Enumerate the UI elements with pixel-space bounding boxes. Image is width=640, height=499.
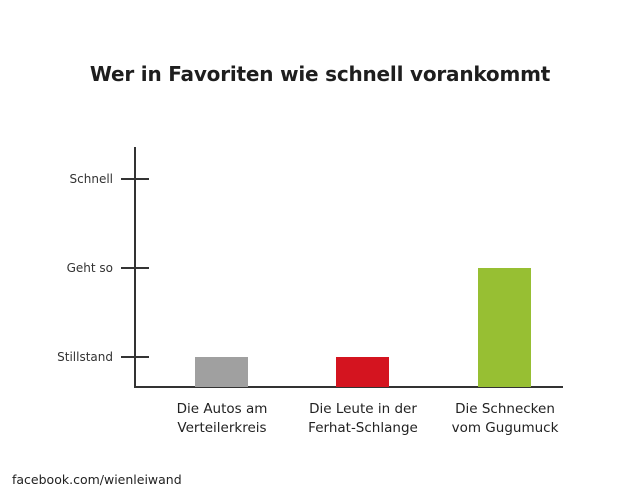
bar-autos	[195, 357, 248, 387]
y-tick-label-stillstand: Stillstand	[57, 350, 113, 364]
y-tick-label-geht-so: Geht so	[66, 261, 113, 275]
y-tick-stillstand	[121, 356, 149, 358]
x-label-schnecken: Die Schnecken vom Gugumuck	[451, 401, 559, 436]
bar-schnecken	[478, 267, 531, 387]
chart-title: Wer in Favoriten wie schnell vorankommt	[89, 62, 551, 86]
x-label-autos: Die Autos am Verteilerkreis	[176, 401, 268, 436]
y-tick-schnell	[121, 178, 149, 180]
x-axis-line	[134, 386, 563, 388]
x-label-leute: Die Leute in der Ferhat-Schlange	[308, 401, 418, 436]
y-tick-geht-so	[121, 267, 149, 269]
source-credit: facebook.com/wienleiwand	[12, 472, 182, 487]
bar-leute	[336, 357, 389, 387]
y-tick-label-schnell: Schnell	[69, 172, 113, 186]
